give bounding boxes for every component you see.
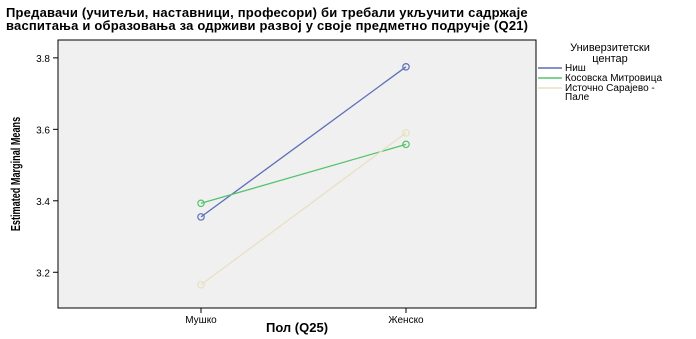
chart-title-line-2: васпитања и образовања за одрживи развој… (6, 18, 529, 33)
plot-area (57, 39, 537, 309)
data-point (197, 213, 205, 221)
y-tick-label: 3.4 (36, 197, 50, 208)
legend-label: Источно Сарајево - (565, 83, 655, 94)
x-tick-label: Мушко (185, 315, 217, 326)
legend-label: Пале (565, 92, 590, 103)
chart-title: Предавачи (учитељи, наставници, професор… (6, 6, 696, 32)
legend-title-line-1: Универзитетски (570, 42, 650, 54)
y-axis-label: Estimated Marginal Means (10, 117, 24, 231)
chart-title-line-1: Предавачи (учитељи, наставници, професор… (6, 5, 528, 20)
series-line (200, 143, 407, 204)
legend-title-line-2: центар (592, 53, 628, 65)
series-layer (197, 63, 410, 289)
series-2 (197, 129, 410, 289)
legend-label: Ниш (565, 63, 586, 74)
data-point (402, 140, 410, 149)
y-axis: 3.2 3.4 3.6 3.8 (36, 54, 58, 279)
x-axis: Мушко Женско (185, 308, 424, 326)
series-1 (197, 140, 410, 208)
x-axis-label: Пол (Q25) (266, 320, 328, 335)
x-tick-label: Женско (388, 315, 424, 326)
legend-label: Косовска Митровица (565, 73, 662, 84)
y-tick-label: 3.2 (36, 268, 50, 279)
series-0 (197, 63, 410, 221)
data-point (402, 63, 410, 71)
series-line (200, 66, 407, 218)
y-tick-label: 3.8 (36, 54, 50, 65)
series-line (200, 132, 407, 286)
data-point (197, 280, 205, 289)
y-tick-label: 3.6 (36, 125, 50, 136)
data-point (197, 199, 205, 208)
data-point (402, 129, 410, 137)
